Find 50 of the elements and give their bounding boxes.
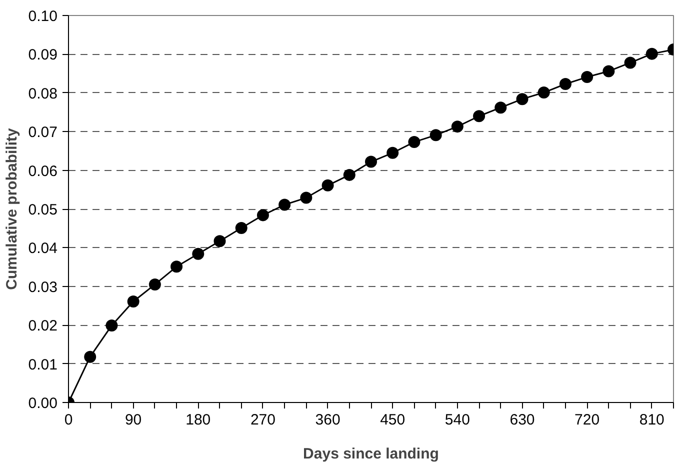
- x-tick-label: 450: [380, 412, 406, 428]
- point: [148, 278, 161, 290]
- point: [300, 192, 312, 204]
- x-tick-label: 270: [250, 412, 276, 428]
- y-tick-label: 0.01: [28, 356, 58, 374]
- point: [214, 235, 226, 248]
- point: [192, 248, 204, 260]
- point: [430, 129, 442, 142]
- point: [322, 179, 334, 192]
- point: [538, 86, 550, 98]
- point: [170, 260, 183, 273]
- point: [235, 222, 248, 234]
- y-tick-label: 0.07: [28, 124, 58, 142]
- x-tick-label: 540: [444, 412, 470, 428]
- point: [84, 350, 96, 363]
- x-tick-label: 180: [186, 412, 211, 428]
- point: [278, 198, 291, 211]
- x-axis-title: Days since landing: [303, 446, 439, 462]
- y-axis-title: Cumulative probability: [3, 128, 20, 290]
- point: [343, 168, 356, 181]
- point: [451, 120, 464, 133]
- y-tick-label: 0.02: [28, 318, 58, 335]
- point: [559, 78, 572, 90]
- y-tick-label: 0.06: [28, 162, 58, 180]
- x-tick-label: 720: [574, 412, 600, 428]
- point: [494, 102, 507, 114]
- x-tick-label: 0: [64, 412, 73, 428]
- point: [408, 136, 420, 148]
- point: [516, 93, 528, 106]
- point: [602, 65, 615, 78]
- y-tick-label: 0.10: [28, 8, 58, 25]
- point: [365, 156, 377, 168]
- point: [256, 209, 269, 222]
- x-tick-label: 360: [315, 412, 340, 428]
- point: [106, 320, 118, 332]
- y-tick-label: 0.09: [28, 46, 58, 64]
- y-tick-label: 0.05: [28, 202, 58, 218]
- point: [473, 110, 486, 122]
- y-tick-label: 0.04: [28, 240, 58, 258]
- x-tick-label: 630: [510, 412, 535, 428]
- point: [127, 296, 140, 308]
- y-tick-label: 0.00: [28, 395, 58, 412]
- point: [581, 71, 594, 84]
- point: [624, 56, 636, 69]
- point: [646, 48, 658, 60]
- x-tick-label: 90: [124, 412, 142, 428]
- y-tick-label: 0.08: [28, 85, 58, 102]
- x-tick-label: 810: [639, 412, 664, 428]
- point: [386, 146, 399, 159]
- y-tick-label: 0.03: [28, 278, 58, 296]
